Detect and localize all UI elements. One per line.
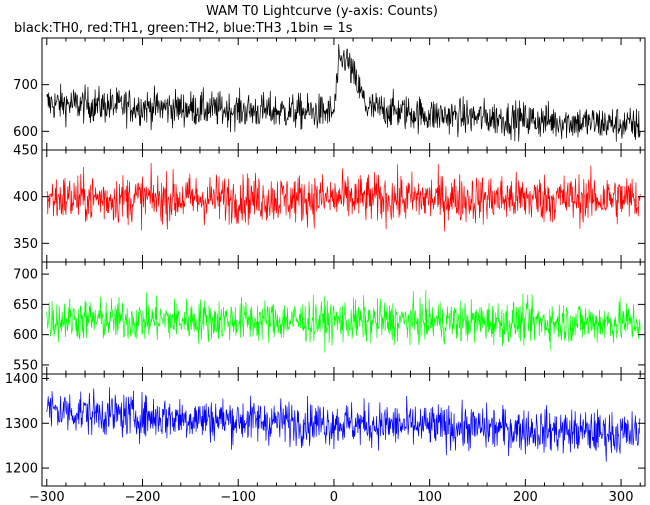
y-tick-label: 400 [13,190,38,205]
x-tick-label: −300 [29,490,65,505]
y-tick-label: 450 [13,144,38,159]
series-line-th3 [46,387,641,462]
y-tick-label: 1400 [5,372,38,387]
x-tick-label: 300 [609,490,634,505]
series-line-th2 [46,290,641,353]
chart-subtitle: black:TH0, red:TH1, green:TH2, blue:TH3 … [14,21,353,36]
series-line-th1 [46,163,641,232]
y-tick-label: 550 [13,358,38,373]
y-tick-label: 600 [13,328,38,343]
x-tick-label: 200 [513,490,538,505]
x-tick-label: −200 [125,490,161,505]
chart-panels: 600 700 350 400 450 550 600 650 700 1200 1300 1400 −… [5,37,646,505]
x-tick-label: −100 [220,490,256,505]
y-tick-label: 350 [13,237,38,252]
y-tick-label: 600 [13,125,38,140]
x-tick-label: 100 [417,490,442,505]
y-tick-label: 650 [13,298,38,313]
y-tick-label: 700 [13,268,38,283]
chart-title: WAM T0 Lightcurve (y-axis: Counts) [206,4,438,19]
series-line-th0 [46,44,641,142]
y-tick-label: 1200 [5,462,38,477]
panel-frame [41,373,646,487]
y-tick-label: 1300 [5,417,38,432]
y-tick-label: 700 [13,78,38,93]
x-tick-label: 0 [330,490,338,505]
